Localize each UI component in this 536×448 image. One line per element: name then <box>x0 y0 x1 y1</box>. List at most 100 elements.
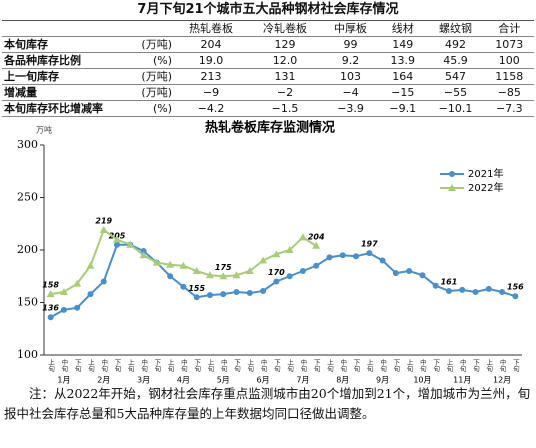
month-label: 8月 <box>336 376 349 385</box>
table-cell: −2 <box>248 84 323 101</box>
point-marker <box>366 250 373 257</box>
row-label: 本旬库存 (万吨) <box>2 36 174 53</box>
table-cell: 12.0 <box>248 52 323 69</box>
point-marker <box>140 248 147 255</box>
point-marker <box>406 268 413 274</box>
point-marker <box>299 268 306 274</box>
legend-label: 2021年 <box>468 167 503 180</box>
point-marker <box>100 278 107 285</box>
table-cell: 13.9 <box>379 52 427 69</box>
table-cell: 129 <box>248 36 323 53</box>
point-marker <box>73 279 82 287</box>
header-row: 热轧卷板 冷轧卷板 中厚板 线材 螺纹钢 合计 <box>2 20 534 37</box>
value-label: 219 <box>95 217 112 226</box>
point-marker <box>379 257 386 264</box>
row-label: 增减量 (万吨) <box>2 84 174 101</box>
header-cell: 合计 <box>484 20 534 37</box>
value-label: 136 <box>42 304 59 313</box>
legend-marker <box>449 171 455 177</box>
x-tick-label: 下旬 <box>233 359 241 374</box>
point-marker <box>74 304 81 311</box>
table-cell: 45.9 <box>426 52 485 69</box>
row-unit: (万吨) <box>141 70 172 83</box>
point-marker <box>114 241 121 248</box>
row-name: 增减量 <box>4 86 37 99</box>
point-marker <box>272 250 281 258</box>
month-label: 11月 <box>453 376 471 385</box>
x-tick-label: 下旬 <box>193 359 201 374</box>
table-row: 本旬库存 (万吨) 204 129 99 149 492 1073 <box>2 36 534 53</box>
x-tick-label: 中旬 <box>179 358 187 374</box>
value-label: 197 <box>361 240 378 249</box>
header-cell: 热轧卷板 <box>174 20 249 37</box>
point-marker <box>392 270 399 277</box>
document-title: 7月下旬21个城市五大品种钢材社会库存情况 <box>137 2 399 17</box>
point-marker <box>220 291 227 298</box>
point-marker <box>86 261 95 269</box>
point-marker <box>298 233 307 241</box>
table-cell: 164 <box>379 68 427 85</box>
chart: 热轧卷板库存监测情况万吨100150200250300上旬 中旬 下旬 上旬 中旬 下旬上… <box>17 120 524 385</box>
value-label: 204 <box>308 232 325 241</box>
point-marker <box>179 261 188 269</box>
point-marker <box>46 290 55 298</box>
x-tick-label: 下旬 <box>432 359 440 374</box>
point-marker <box>205 271 214 279</box>
x-tick-label: 上旬 <box>47 358 55 374</box>
point-marker <box>485 285 492 292</box>
header-cell: 螺纹钢 <box>426 20 485 37</box>
header-cell: 线材 <box>379 20 427 37</box>
point-marker <box>87 291 94 298</box>
month-label: 12月 <box>493 376 511 385</box>
table-row: 各品种库存比例 (%) 19.0 12.0 9.2 13.9 45.9 100 <box>2 52 534 69</box>
point-marker <box>419 272 426 279</box>
row-name: 各品种库存比例 <box>4 54 81 67</box>
x-tick-label: 中旬 <box>418 358 426 374</box>
table-cell: 99 <box>322 36 380 53</box>
x-tick-label: 下旬 <box>73 359 81 374</box>
point-marker <box>326 254 333 261</box>
x-tick-label: 下旬 <box>352 359 360 374</box>
table-cell: −9.1 <box>379 100 427 117</box>
row-name: 本旬库存环比增减率 <box>4 102 103 115</box>
point-marker <box>260 287 267 294</box>
month-label: 4月 <box>177 376 190 385</box>
table-cell: −9 <box>174 84 249 101</box>
point-marker <box>113 235 122 243</box>
x-tick-label: 中旬 <box>140 358 148 374</box>
row-unit: (万吨) <box>141 86 172 99</box>
y-tick-label: 200 <box>17 243 38 256</box>
point-marker <box>152 258 161 266</box>
point-marker <box>432 282 439 289</box>
x-tick-label: 下旬 <box>511 359 519 374</box>
value-label: 158 <box>42 281 59 290</box>
y-tick-label: 250 <box>17 191 38 204</box>
point-marker <box>219 272 228 280</box>
x-tick-label: 中旬 <box>299 358 307 374</box>
x-tick-label: 中旬 <box>60 358 68 374</box>
table-cell: −85 <box>484 84 534 101</box>
point-marker <box>126 240 135 248</box>
y-axis-label: 万吨 <box>36 125 52 135</box>
table-cell: −1.5 <box>248 100 323 117</box>
month-label: 9月 <box>376 376 389 385</box>
table-cell: 547 <box>426 68 485 85</box>
header-cell: 冷轧卷板 <box>248 20 323 37</box>
legend-label: 2022年 <box>468 181 503 194</box>
point-marker <box>246 290 253 297</box>
point-marker <box>472 289 479 295</box>
x-tick-label: 上旬 <box>166 358 174 374</box>
header-cell: 中厚板 <box>322 20 380 37</box>
x-tick-label: 中旬 <box>458 358 466 374</box>
point-marker <box>233 289 240 295</box>
x-tick-label: 下旬 <box>153 359 161 374</box>
point-marker <box>47 314 54 321</box>
point-marker <box>192 267 201 274</box>
x-tick-label: 中旬 <box>100 358 108 374</box>
month-label: 5月 <box>217 376 230 385</box>
note: 注：从2022年开始，钢材社会库存重点监测城市由20个增加到21个，增加城市为兰… <box>4 386 531 421</box>
table-cell: 9.2 <box>322 52 380 69</box>
table-cell: −4.2 <box>174 100 249 117</box>
table-cell: 1158 <box>484 68 534 85</box>
